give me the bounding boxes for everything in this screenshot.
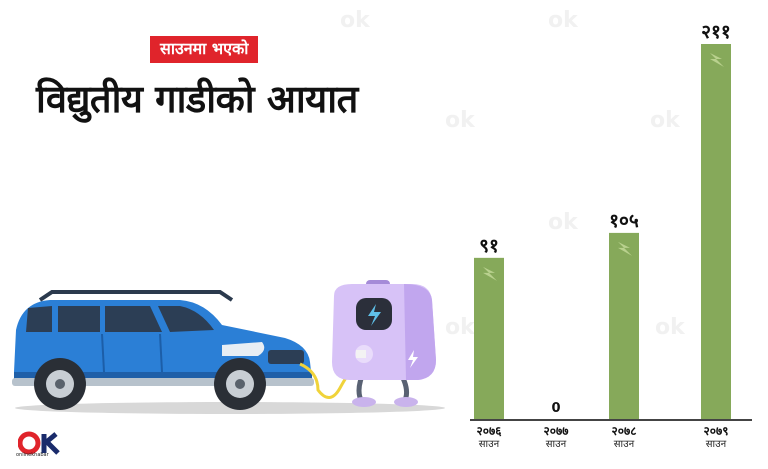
bar [474, 257, 504, 420]
watermark-logo: ok [548, 210, 578, 235]
bolt-icon [618, 241, 632, 256]
x-tick-sublabel: साउन [546, 439, 567, 450]
watermark-logo: ok [340, 8, 370, 33]
bar [609, 232, 639, 420]
watermark-logo: ok [655, 315, 685, 340]
bars-group [474, 44, 731, 420]
x-tick-label: २०७६ [477, 424, 503, 438]
x-tick-label: २०७९ [704, 424, 729, 438]
x-tick-sublabel: साउन [614, 439, 635, 450]
data-label: १०५ [609, 210, 639, 232]
data-label: ९१ [479, 235, 499, 257]
x-tick-label: २०७८ [612, 424, 637, 438]
watermark-logo: ok [650, 108, 680, 133]
car-illustration [12, 290, 314, 410]
brand-logo-text: onlinekhabar [16, 452, 49, 458]
page-title: विद्युतीय गाडीको आयात [36, 77, 358, 121]
x-tick-sublabel: साउन [706, 439, 727, 450]
x-tick-sublabel: साउन [479, 439, 500, 450]
data-label: २११ [701, 21, 731, 43]
watermark-logo: ok [445, 315, 475, 340]
watermark-logo: ok [548, 8, 578, 33]
data-label: 0 [551, 401, 560, 416]
headline-tag: साउनमा भएको [150, 36, 259, 63]
bolt-icon [483, 266, 497, 281]
bar [701, 44, 731, 420]
value-labels-group: ९१ 0 १०५ २११ [479, 21, 731, 416]
watermark-logo: ok [445, 108, 475, 133]
x-tick-label: २०७७ [544, 424, 570, 438]
bolt-icon [710, 53, 724, 67]
charger-robot-illustration [332, 280, 436, 407]
brand-logo [18, 431, 60, 455]
